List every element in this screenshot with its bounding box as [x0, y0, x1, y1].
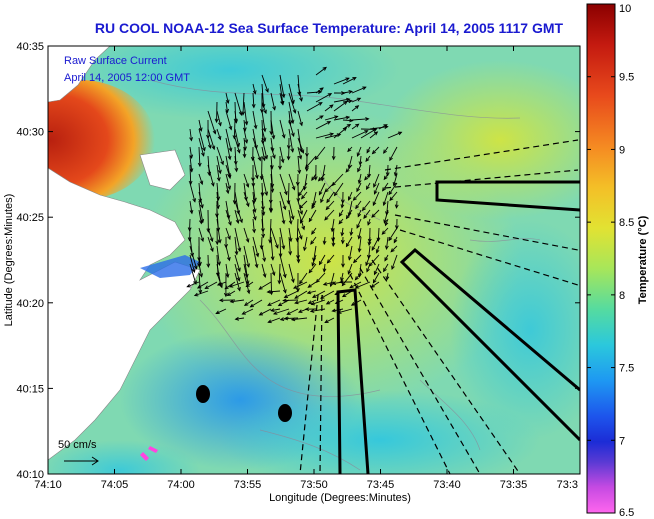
x-tick-label: 74:00 [167, 479, 195, 491]
colorbar-tick-label: 7.5 [619, 363, 634, 375]
colorbar-tick-label: 9 [619, 144, 625, 156]
x-tick-label: 73:35 [500, 479, 528, 491]
x-tick-label: 73:45 [367, 479, 395, 491]
scale-label: 50 cm/s [58, 439, 97, 451]
y-tick-label: 40:30 [16, 127, 44, 139]
colorbar-tick-label: 7 [619, 435, 625, 447]
x-tick-label: 74:05 [101, 479, 129, 491]
sst-field [48, 46, 580, 474]
x-tick-label: 74:10 [34, 479, 62, 491]
surface-current-vectors [186, 66, 403, 324]
y-tick-label: 40:35 [16, 41, 44, 53]
colorbar-tick-label: 8.5 [619, 217, 634, 229]
y-tick-label: 40:25 [16, 212, 44, 224]
colorbar-tick-label: 9.5 [619, 72, 634, 84]
transect-boxes [336, 180, 580, 474]
y-axis-label: Latitude (Degrees:Minutes) [3, 194, 15, 327]
radar-survey-lines [299, 139, 579, 474]
x-tick-label: 73:50 [300, 479, 328, 491]
colorbar-tick-label: 8 [619, 290, 625, 302]
x-tick-label: 73:40 [433, 479, 461, 491]
x-tick-label: 73:3 [557, 479, 578, 491]
current-overlay-line2: April 14, 2005 12:00 GMT [64, 72, 190, 84]
current-overlay-line1: Raw Surface Current [64, 55, 167, 67]
colorbar-tick-label: 6.5 [619, 507, 634, 519]
y-tick-label: 40:15 [16, 383, 44, 395]
colorbar [586, 3, 616, 514]
buoy-marker [196, 385, 210, 403]
scale-arrow [64, 456, 99, 466]
colorbar-ticks: 10 9.5 9 8.5 8 7.5 7 6.5 [587, 3, 634, 519]
x-tick-label: 73:55 [234, 479, 262, 491]
colorbar-tick-label: 10 [619, 3, 631, 15]
y-tick-label: 40:20 [16, 298, 44, 310]
x-axis: 74:10 74:05 74:00 73:55 73:50 73:45 73:40 73:35… [34, 46, 581, 491]
y-tick-label: 40:10 [16, 469, 44, 481]
y-axis: 40:35 40:30 40:25 40:20 40:15 40:10 [16, 41, 580, 481]
x-axis-label: Longitude (Degrees:Minutes) [269, 492, 411, 504]
buoy-marker [278, 404, 292, 422]
colorbar-label: Temperature (°C) [637, 215, 649, 304]
